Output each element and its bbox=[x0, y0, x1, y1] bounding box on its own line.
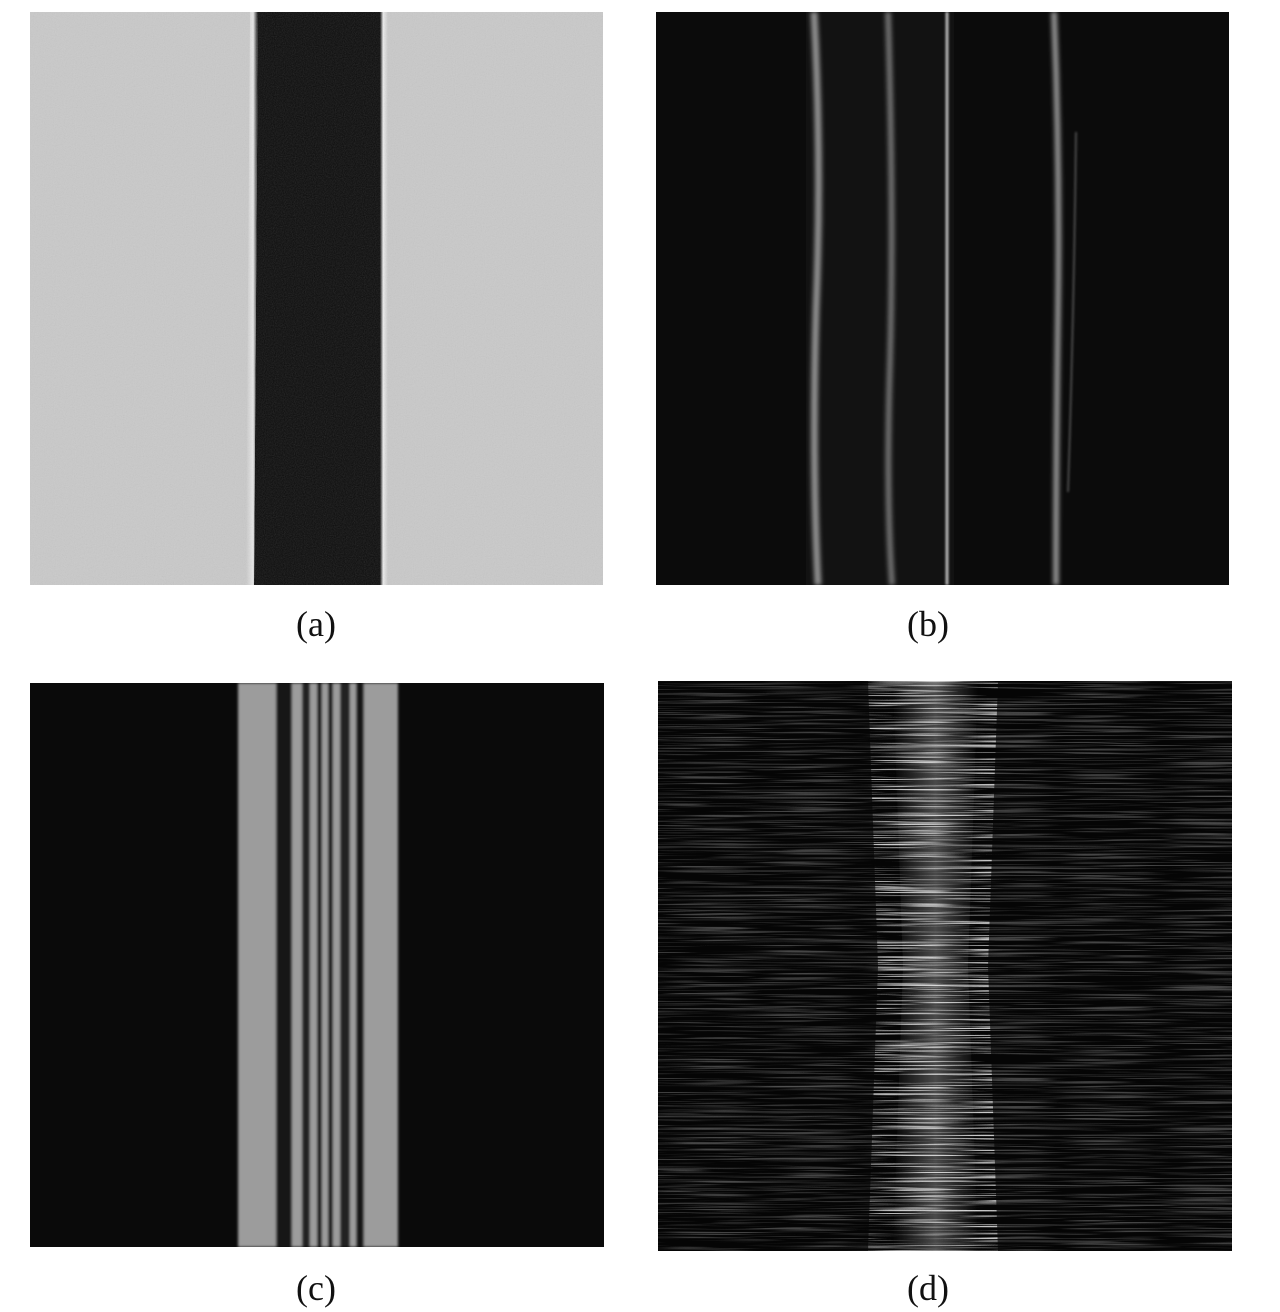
panel-d-image bbox=[658, 681, 1232, 1251]
panel-b-fringe-4 bbox=[1051, 12, 1062, 585]
panel-b-image bbox=[656, 12, 1229, 585]
panel-c-dark-stripe-1 bbox=[276, 683, 292, 1247]
caption-d: (d) bbox=[907, 1268, 949, 1308]
panel-a-image bbox=[30, 12, 603, 585]
caption-b: (b) bbox=[907, 604, 949, 644]
image-panel-c bbox=[30, 683, 604, 1247]
caption-a: (a) bbox=[296, 604, 336, 644]
panel-c-dark-stripe-4 bbox=[328, 683, 333, 1247]
image-panel-b bbox=[656, 12, 1229, 585]
panel-c-dark-stripe-5 bbox=[340, 683, 350, 1247]
panel-c-dark-stripe-3 bbox=[317, 683, 322, 1247]
panel-b-faint-line bbox=[1067, 131, 1077, 493]
image-panel-d bbox=[658, 681, 1232, 1251]
panel-d-central-bright-band bbox=[893, 681, 978, 1251]
caption-c: (c) bbox=[296, 1268, 336, 1308]
panel-c-dark-stripe-6 bbox=[356, 683, 364, 1247]
panel-c-dark-stripe-2 bbox=[302, 683, 310, 1247]
panel-b-fringe-2 bbox=[885, 12, 895, 585]
image-panel-a bbox=[30, 12, 603, 585]
panel-b-inner-region bbox=[806, 12, 954, 585]
panel-c-image bbox=[30, 683, 604, 1247]
panel-b-fringe-1 bbox=[810, 12, 823, 585]
panel-a-noise bbox=[30, 12, 603, 585]
